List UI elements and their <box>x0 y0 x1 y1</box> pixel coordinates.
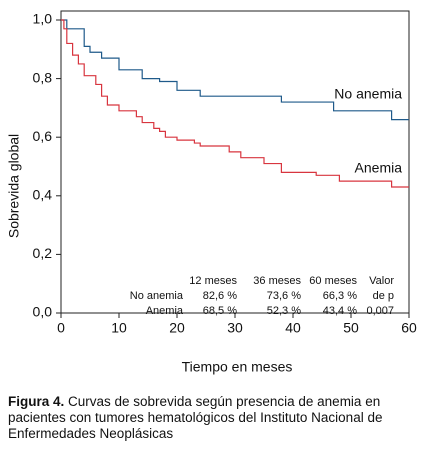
table-header: 60 meses <box>309 275 357 287</box>
chart: Tiempo en meses Sobrevida global 0,0 0,2 0… <box>6 10 417 375</box>
table-row-label: No anemia <box>130 290 184 302</box>
table-cell: 73,6 % <box>267 290 301 302</box>
y-tick-label: 0,0 <box>33 304 53 320</box>
table-cell: 66,3 % <box>323 290 357 302</box>
series-label: Anemia <box>355 160 403 176</box>
survival-line <box>61 19 409 188</box>
survival-line <box>61 19 409 121</box>
caption-label: Figura 4. <box>8 394 65 409</box>
table-header: 36 meses <box>253 275 301 287</box>
table-header: 12 meses <box>189 275 237 287</box>
table-row-label: Anemia <box>146 305 184 317</box>
caption: Figura 4. Curvas de sobrevida según pres… <box>8 394 420 442</box>
x-tick-label: 30 <box>227 320 243 336</box>
y-tick-label: 0,2 <box>33 245 53 261</box>
x-tick-label: 10 <box>111 320 127 336</box>
table-cell: 82,6 % <box>203 290 237 302</box>
x-tick-label: 0 <box>57 320 65 336</box>
series-label: No anemia <box>334 86 402 102</box>
table-cell: 43,4 % <box>323 305 357 317</box>
table-cell: 52,3 % <box>267 305 301 317</box>
y-tick-label: 0,4 <box>33 187 53 203</box>
table-cell: 0,007 <box>366 305 394 317</box>
y-axis-label: Sobrevida global <box>6 134 22 238</box>
x-axis-label: Tiempo en meses <box>182 359 293 375</box>
x-tick-label: 40 <box>285 320 301 336</box>
table-header: Valor <box>369 275 394 287</box>
x-tick-label: 50 <box>343 320 359 336</box>
table-cell: de p <box>373 290 394 302</box>
x-tick-label: 20 <box>169 320 185 336</box>
y-tick-label: 0,8 <box>33 69 53 85</box>
table-cell: 68,5 % <box>203 305 237 317</box>
x-tick-label: 60 <box>401 320 417 336</box>
y-tick-label: 1,0 <box>33 11 53 27</box>
y-tick-label: 0,6 <box>33 128 53 144</box>
caption-text: Curvas de sobrevida según presencia de a… <box>8 394 383 441</box>
